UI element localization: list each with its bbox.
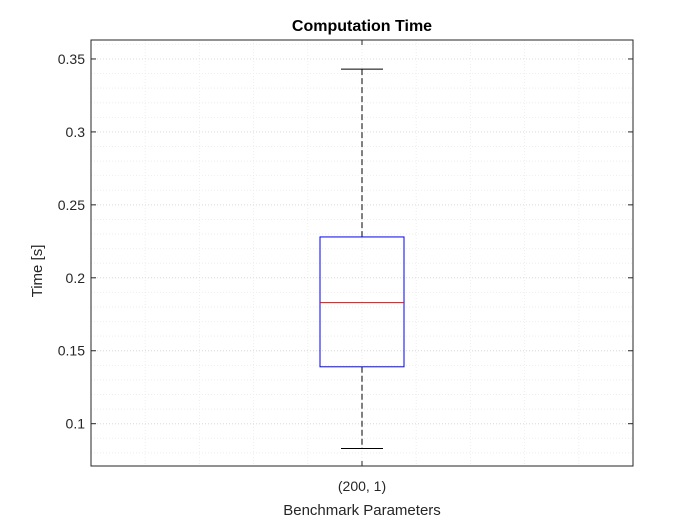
x-axis-label: Benchmark Parameters	[283, 502, 441, 519]
y-tick-label: 0.1	[66, 416, 86, 432]
y-tick-label: 0.25	[58, 197, 85, 213]
y-tick-label: 0.3	[66, 124, 86, 140]
box-layer	[319, 68, 405, 449]
tick-layer: 0.1 0.15 0.2 0.25 0.3 0.35 (200, 1)	[58, 40, 633, 494]
iqr-box	[319, 236, 405, 368]
y-tick-label: 0.35	[58, 51, 85, 67]
chart-title: Computation Time	[292, 18, 432, 35]
y-tick-label: 0.15	[58, 343, 85, 359]
y-tick-label: 0.2	[66, 270, 86, 286]
y-axis-label: Time [s]	[29, 245, 46, 298]
x-tick-label: (200, 1)	[338, 478, 386, 494]
grid-layer	[91, 40, 633, 466]
